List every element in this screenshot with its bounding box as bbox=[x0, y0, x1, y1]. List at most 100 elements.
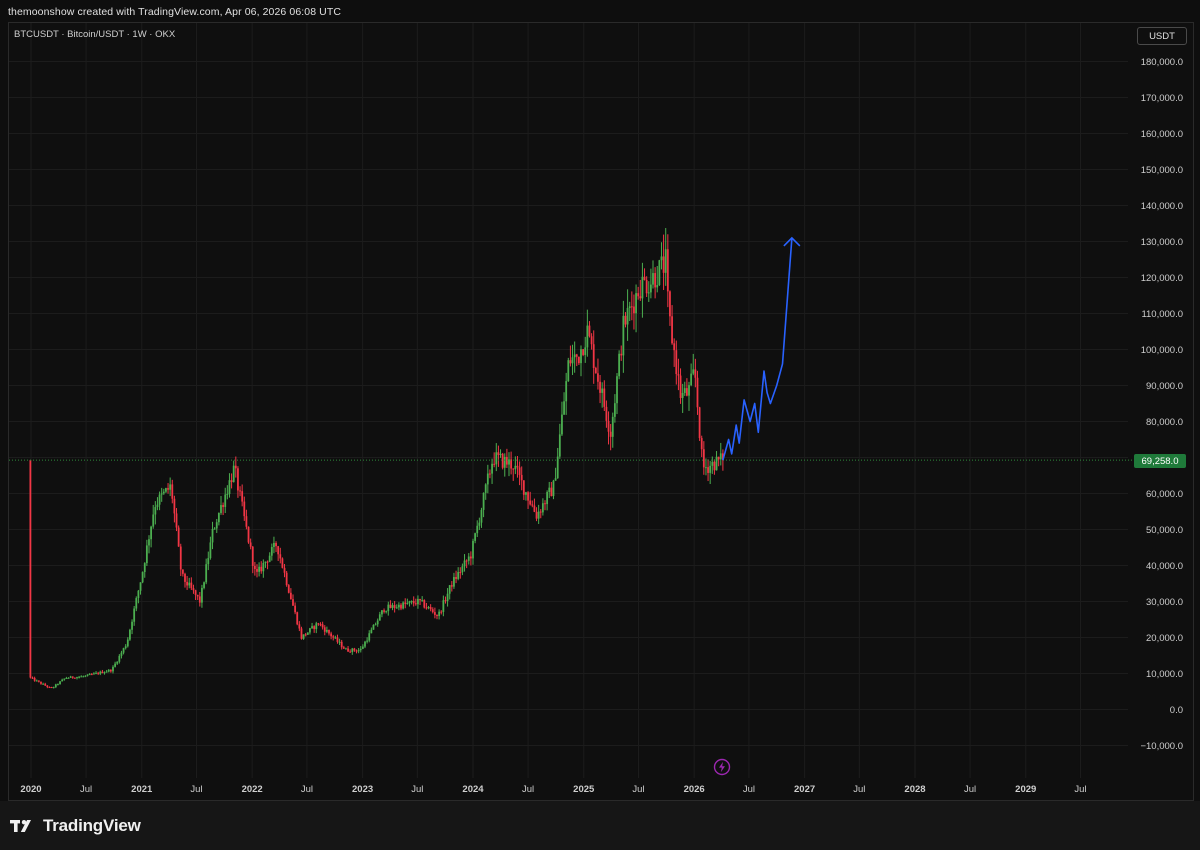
candle-body bbox=[249, 542, 252, 547]
projection-path[interactable] bbox=[722, 237, 793, 461]
chart-panel[interactable] bbox=[8, 22, 1194, 801]
candle-body bbox=[626, 307, 629, 325]
candle-body bbox=[486, 473, 489, 485]
candle-body bbox=[319, 624, 322, 626]
candle-body bbox=[671, 316, 673, 344]
candle-body bbox=[126, 639, 129, 647]
candle-body bbox=[497, 452, 500, 455]
y-tick-label: 50,000.0 bbox=[1146, 525, 1183, 536]
candle-body bbox=[677, 374, 680, 376]
candle-body bbox=[52, 687, 55, 689]
candle-body bbox=[577, 356, 580, 364]
candle-body bbox=[397, 604, 400, 608]
candle-body bbox=[338, 641, 341, 643]
candle-body bbox=[707, 467, 709, 473]
candle-body bbox=[395, 607, 398, 609]
candle-body bbox=[501, 453, 504, 468]
candle-body bbox=[552, 480, 555, 497]
x-tick-label: 2026 bbox=[684, 784, 705, 795]
lightning-bolt-icon[interactable] bbox=[713, 758, 731, 776]
candle-body bbox=[122, 648, 125, 653]
candle-body bbox=[101, 671, 104, 674]
candle-body bbox=[355, 650, 358, 652]
x-tick-label: 2024 bbox=[462, 784, 484, 795]
candle-body bbox=[491, 463, 493, 474]
x-tick-label: 2029 bbox=[1015, 784, 1036, 795]
candle-body bbox=[713, 461, 716, 471]
candle-body bbox=[533, 505, 536, 512]
candle-body bbox=[499, 453, 502, 455]
candle-body bbox=[340, 641, 343, 648]
candle-body bbox=[376, 620, 379, 625]
candle-body bbox=[455, 577, 457, 579]
candle-body bbox=[584, 347, 587, 355]
candle-body bbox=[622, 315, 625, 356]
candle-body bbox=[660, 256, 663, 261]
candle-body bbox=[33, 677, 36, 681]
candle-body bbox=[419, 598, 421, 601]
x-tick-label: 2028 bbox=[904, 784, 925, 795]
candle-body bbox=[65, 677, 68, 679]
candle-body bbox=[213, 528, 216, 530]
candle-body bbox=[230, 480, 233, 483]
candle-body bbox=[150, 526, 153, 540]
candle-body bbox=[440, 611, 443, 613]
candle-body bbox=[275, 542, 277, 547]
candle-body bbox=[105, 671, 108, 673]
candle-body bbox=[285, 572, 288, 586]
last-price-tag: 69,258.0 bbox=[1134, 454, 1186, 468]
candle-body bbox=[109, 669, 112, 672]
candle-body bbox=[427, 607, 430, 609]
candle-body bbox=[702, 449, 705, 468]
y-tick-label: 20,000.0 bbox=[1146, 633, 1183, 644]
x-tick-label: Jul bbox=[411, 784, 423, 795]
candle-body bbox=[342, 647, 345, 649]
candle-body bbox=[429, 607, 432, 610]
x-tick-label: Jul bbox=[190, 784, 202, 795]
candle-body bbox=[90, 674, 93, 676]
candle-body bbox=[624, 315, 627, 325]
candle-body bbox=[95, 672, 97, 674]
candle-body bbox=[118, 655, 121, 662]
candle-body bbox=[425, 607, 428, 609]
candle-body bbox=[711, 461, 714, 466]
projection-arrowhead[interactable] bbox=[783, 236, 801, 247]
candle-body bbox=[493, 463, 496, 465]
y-tick-label: 170,000.0 bbox=[1141, 93, 1183, 104]
candle-body bbox=[251, 546, 254, 566]
candle-body bbox=[247, 526, 250, 543]
candle-body bbox=[349, 651, 352, 653]
candle-body bbox=[586, 325, 589, 348]
candle-body bbox=[459, 572, 462, 574]
candle-body bbox=[239, 490, 241, 492]
candle-body bbox=[73, 677, 76, 679]
candle-body bbox=[550, 487, 553, 497]
candle-body bbox=[160, 493, 163, 495]
candle-body bbox=[527, 492, 529, 501]
candle-body bbox=[406, 603, 409, 605]
candle-body bbox=[463, 560, 466, 567]
candle-body bbox=[148, 539, 150, 546]
candle-body bbox=[465, 560, 468, 562]
candle-body bbox=[472, 540, 474, 559]
candle-body bbox=[450, 585, 453, 587]
candle-body bbox=[575, 354, 578, 357]
candle-body bbox=[42, 683, 45, 685]
candle-body bbox=[232, 465, 235, 483]
currency-button[interactable]: USDT bbox=[1137, 27, 1187, 45]
candle-body bbox=[359, 648, 362, 651]
candle-body bbox=[179, 546, 182, 570]
candle-body bbox=[417, 598, 419, 605]
candle-body bbox=[50, 687, 53, 689]
candle-body bbox=[158, 494, 161, 505]
candle-body bbox=[685, 388, 688, 396]
candle-body bbox=[433, 612, 436, 615]
symbol-label[interactable]: BTCUSDT · Bitcoin/USDT · 1W · OKX bbox=[14, 29, 176, 40]
candle-body bbox=[217, 512, 220, 523]
candle-body bbox=[389, 604, 392, 608]
candle-body bbox=[431, 609, 434, 613]
tradingview-brand[interactable]: TradingView bbox=[10, 816, 141, 836]
y-tick-label: 10,000.0 bbox=[1146, 669, 1183, 680]
x-tick-label: 2025 bbox=[573, 784, 595, 795]
